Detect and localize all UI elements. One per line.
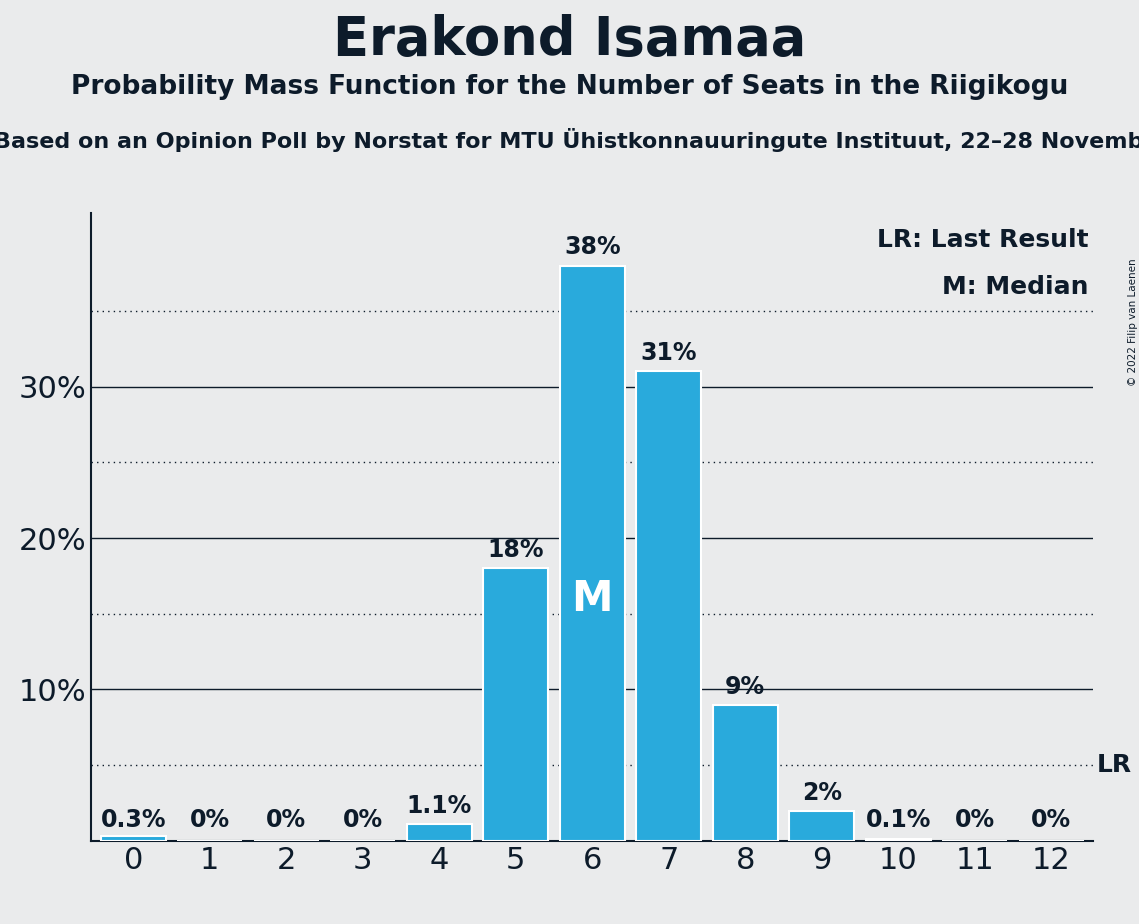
Bar — [100, 836, 165, 841]
Bar — [483, 568, 548, 841]
Text: 1.1%: 1.1% — [407, 794, 472, 818]
Text: © 2022 Filip van Laenen: © 2022 Filip van Laenen — [1129, 259, 1138, 386]
Text: M: M — [572, 578, 613, 620]
Text: M: Median: M: Median — [942, 275, 1089, 299]
Text: 9%: 9% — [726, 675, 765, 699]
Bar — [637, 371, 702, 841]
Text: 0%: 0% — [190, 808, 230, 832]
Text: 0%: 0% — [954, 808, 994, 832]
Text: 31%: 31% — [640, 342, 697, 365]
Text: 18%: 18% — [487, 539, 544, 563]
Bar — [407, 824, 472, 841]
Text: 0%: 0% — [267, 808, 306, 832]
Text: 0%: 0% — [1031, 808, 1072, 832]
Text: 2%: 2% — [802, 781, 842, 805]
Text: Based on an Opinion Poll by Norstat for MTU Ühistkonnauuringute Instituut, 22–28: Based on an Opinion Poll by Norstat for … — [0, 128, 1139, 152]
Text: LR: Last Result: LR: Last Result — [877, 228, 1089, 252]
Text: 0%: 0% — [343, 808, 383, 832]
Text: 0.3%: 0.3% — [100, 808, 166, 832]
Bar — [713, 705, 778, 841]
Text: 0.1%: 0.1% — [866, 808, 931, 832]
Text: Erakond Isamaa: Erakond Isamaa — [333, 14, 806, 66]
Bar — [559, 265, 625, 841]
Text: Probability Mass Function for the Number of Seats in the Riigikogu: Probability Mass Function for the Number… — [71, 74, 1068, 100]
Text: LR: LR — [1097, 753, 1131, 777]
Bar — [789, 810, 854, 841]
Bar — [866, 839, 931, 841]
Text: 38%: 38% — [564, 236, 621, 260]
